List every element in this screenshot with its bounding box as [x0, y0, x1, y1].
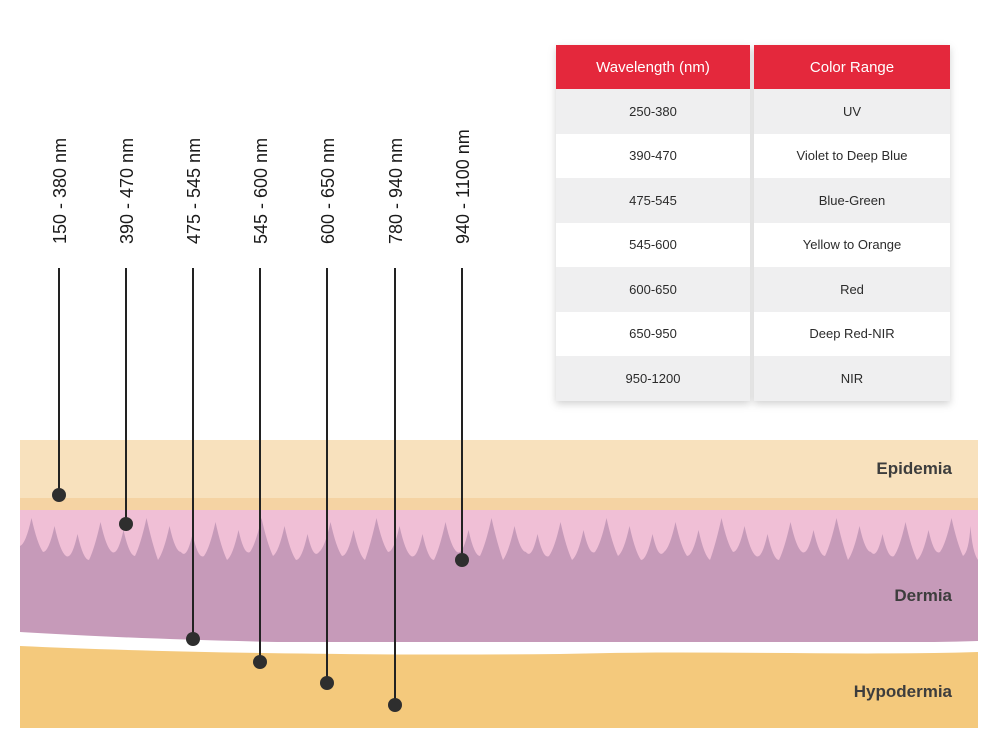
probe-dot	[388, 698, 402, 712]
probe-label: 475 - 545 nm	[184, 138, 204, 244]
cell-color-range: NIR	[754, 356, 950, 401]
cell-color-range: Violet to Deep Blue	[754, 133, 950, 178]
cell-color-range: Yellow to Orange	[754, 222, 950, 267]
cell-wavelength: 545-600	[556, 222, 750, 267]
cell-color-range: UV	[754, 89, 950, 134]
cell-color-range: Red	[754, 267, 950, 312]
epidermis-lower-band	[20, 498, 978, 510]
probe-label: 150 - 380 nm	[50, 138, 70, 244]
probe-dot	[119, 517, 133, 531]
probe-dot	[320, 676, 334, 690]
layer-label-epidermis: Epidemia	[876, 459, 952, 478]
cell-wavelength: 600-650	[556, 267, 750, 312]
wavelength-table: Wavelength (nm) Color Range 250-380 UV 3…	[556, 45, 950, 401]
probe-dot	[52, 488, 66, 502]
cell-wavelength: 390-470	[556, 133, 750, 178]
probe-dot	[253, 655, 267, 669]
cell-wavelength: 475-545	[556, 178, 750, 223]
probe-label: 600 - 650 nm	[318, 138, 338, 244]
probe-dot	[186, 632, 200, 646]
probe-label: 780 - 940 nm	[386, 138, 406, 244]
probe-label: 940 - 1100 nm	[453, 129, 473, 244]
header-color-range: Color Range	[754, 45, 950, 89]
layer-label-hypodermis: Hypodermia	[854, 682, 953, 701]
probe-label: 390 - 470 nm	[117, 138, 137, 244]
probe-dot	[455, 553, 469, 567]
cell-wavelength: 650-950	[556, 311, 750, 356]
hypodermis-layer	[20, 646, 978, 728]
cell-color-range: Blue-Green	[754, 178, 950, 223]
layer-label-dermis: Dermia	[894, 586, 952, 605]
probe-group: 150 - 380 nm 390 - 470 nm 475 - 545 nm 545 …	[50, 129, 473, 712]
cell-wavelength: 250-380	[556, 89, 750, 134]
header-wavelength: Wavelength (nm)	[556, 45, 750, 89]
cell-color-range: Deep Red-NIR	[754, 311, 950, 356]
probe-label: 545 - 600 nm	[251, 138, 271, 244]
cell-wavelength: 950-1200	[556, 356, 750, 401]
